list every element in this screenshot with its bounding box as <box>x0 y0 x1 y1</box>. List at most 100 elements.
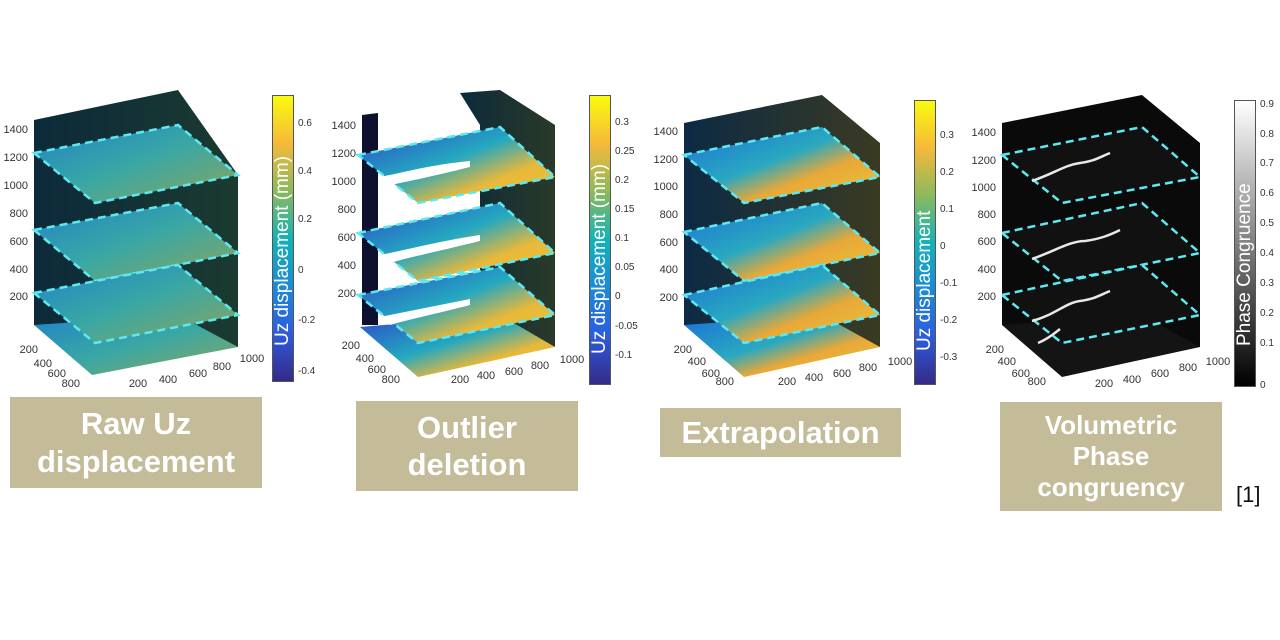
svg-text:800: 800 <box>213 361 231 373</box>
svg-text:1400: 1400 <box>332 120 356 132</box>
svg-text:1200: 1200 <box>972 155 996 167</box>
colorbar-extrapolation: Uz displacement <box>914 100 936 385</box>
svg-text:600: 600 <box>338 232 356 244</box>
label-line: Outlier <box>417 409 517 445</box>
label-line: Phase <box>1072 440 1150 471</box>
cb-tick: 0.3 <box>1260 278 1274 289</box>
volume-plot-extrapolation: 1400 1200 1000 800 600 400 200 200 400 6… <box>654 95 912 388</box>
svg-text:1000: 1000 <box>240 353 264 365</box>
svg-text:600: 600 <box>189 368 207 380</box>
svg-text:600: 600 <box>48 368 66 380</box>
svg-text:800: 800 <box>859 362 877 374</box>
svg-text:400: 400 <box>159 374 177 386</box>
svg-text:400: 400 <box>34 358 52 370</box>
svg-text:400: 400 <box>998 356 1016 368</box>
label-line: Volumetric <box>1044 409 1178 440</box>
svg-text:200: 200 <box>451 374 469 386</box>
plot-raw-uz: 1400 1200 1000 800 600 400 200 200 400 6… <box>0 85 300 390</box>
plot-phase-congruency: 1400 1200 1000 800 600 400 200 200 400 6… <box>960 85 1260 390</box>
cb-tick: -0.2 <box>298 315 316 326</box>
svg-text:1000: 1000 <box>972 182 996 194</box>
svg-text:400: 400 <box>978 264 996 276</box>
svg-text:1000: 1000 <box>332 176 356 188</box>
cb-tick: 0.7 <box>1260 158 1274 169</box>
svg-text:800: 800 <box>660 209 678 221</box>
reference-citation: [1] <box>1236 482 1261 507</box>
cb-tick: 0 <box>615 291 621 302</box>
cb-tick: 0.4 <box>298 166 312 177</box>
cb-tick: -0.2 <box>940 315 958 326</box>
svg-text:400: 400 <box>1123 374 1141 386</box>
cb-tick: 0.2 <box>615 175 629 186</box>
plot-extrapolation: 1400 1200 1000 800 600 400 200 200 400 6… <box>640 85 940 390</box>
svg-text:200: 200 <box>978 291 996 303</box>
svg-text:600: 600 <box>1012 368 1030 380</box>
cb-tick: 0.2 <box>1260 308 1274 319</box>
volume-plot-raw: 1400 1200 1000 800 600 400 200 200 400 6… <box>4 90 264 390</box>
svg-text:200: 200 <box>778 376 796 388</box>
svg-text:600: 600 <box>1151 368 1169 380</box>
cb-tick: 0 <box>1260 380 1266 391</box>
colorbar-phase: Phase Congruence <box>1234 100 1256 387</box>
svg-text:1400: 1400 <box>654 126 678 138</box>
cb-tick: 0.3 <box>615 117 629 128</box>
cb-tick: -0.3 <box>940 352 958 363</box>
svg-text:200: 200 <box>674 344 692 356</box>
cb-tick: 0.6 <box>1260 188 1274 199</box>
svg-text:200: 200 <box>342 340 360 352</box>
cb-tick: -0.05 <box>615 321 638 332</box>
svg-text:600: 600 <box>368 364 386 376</box>
cb-tick: -0.4 <box>298 366 316 377</box>
colorbar-title: Uz displacement (mm) <box>589 163 610 354</box>
svg-text:400: 400 <box>10 264 28 276</box>
svg-text:200: 200 <box>20 344 38 356</box>
svg-text:200: 200 <box>129 378 147 390</box>
cb-tick: 0.1 <box>615 233 629 244</box>
cb-tick: -0.1 <box>615 350 633 361</box>
cb-tick: 0.8 <box>1260 129 1274 140</box>
colorbar-title: Uz displacement <box>914 210 935 351</box>
svg-text:800: 800 <box>62 378 80 390</box>
svg-text:1000: 1000 <box>654 181 678 193</box>
cb-tick: 0.2 <box>940 167 954 178</box>
cb-tick: 0.9 <box>1260 99 1274 110</box>
cb-tick: 0.3 <box>940 130 954 141</box>
svg-text:600: 600 <box>833 368 851 380</box>
cb-tick: 0 <box>298 265 304 276</box>
svg-text:800: 800 <box>338 204 356 216</box>
volume-plot-phase: 1400 1200 1000 800 600 400 200 200 400 6… <box>972 95 1230 390</box>
label-phase-congruency: Volumetric Phase congruency <box>1000 402 1222 511</box>
cb-tick: 0.25 <box>615 146 635 157</box>
svg-text:800: 800 <box>10 208 28 220</box>
svg-text:600: 600 <box>10 236 28 248</box>
svg-text:1000: 1000 <box>4 180 28 192</box>
svg-text:600: 600 <box>702 368 720 380</box>
svg-text:800: 800 <box>382 374 400 386</box>
cb-tick: 0.5 <box>1260 218 1274 229</box>
svg-text:800: 800 <box>531 360 549 372</box>
svg-text:1200: 1200 <box>332 148 356 160</box>
cb-tick: 0.15 <box>615 204 635 215</box>
svg-text:800: 800 <box>716 376 734 388</box>
svg-text:600: 600 <box>660 237 678 249</box>
plot-outlier-deletion: 1400 1200 1000 800 600 400 200 200 400 6… <box>320 85 620 390</box>
colorbar-title: Phase Congruence <box>1234 183 1255 346</box>
label-outlier-deletion: Outlier deletion <box>356 401 578 491</box>
svg-text:400: 400 <box>688 356 706 368</box>
cb-tick: 0.2 <box>298 214 312 225</box>
svg-text:200: 200 <box>338 288 356 300</box>
volume-plot-outlier: 1400 1200 1000 800 600 400 200 200 400 6… <box>332 90 584 386</box>
svg-text:1400: 1400 <box>4 124 28 136</box>
label-line: Extrapolation <box>681 414 880 450</box>
svg-text:800: 800 <box>1028 376 1046 388</box>
svg-text:400: 400 <box>660 264 678 276</box>
svg-text:1000: 1000 <box>560 354 584 366</box>
cb-tick: 0.1 <box>940 204 954 215</box>
svg-text:1200: 1200 <box>4 152 28 164</box>
label-extrapolation: Extrapolation <box>660 408 901 457</box>
svg-text:600: 600 <box>505 366 523 378</box>
label-line: deletion <box>407 447 527 482</box>
svg-text:200: 200 <box>1095 378 1113 390</box>
svg-text:600: 600 <box>978 236 996 248</box>
svg-text:200: 200 <box>10 291 28 303</box>
